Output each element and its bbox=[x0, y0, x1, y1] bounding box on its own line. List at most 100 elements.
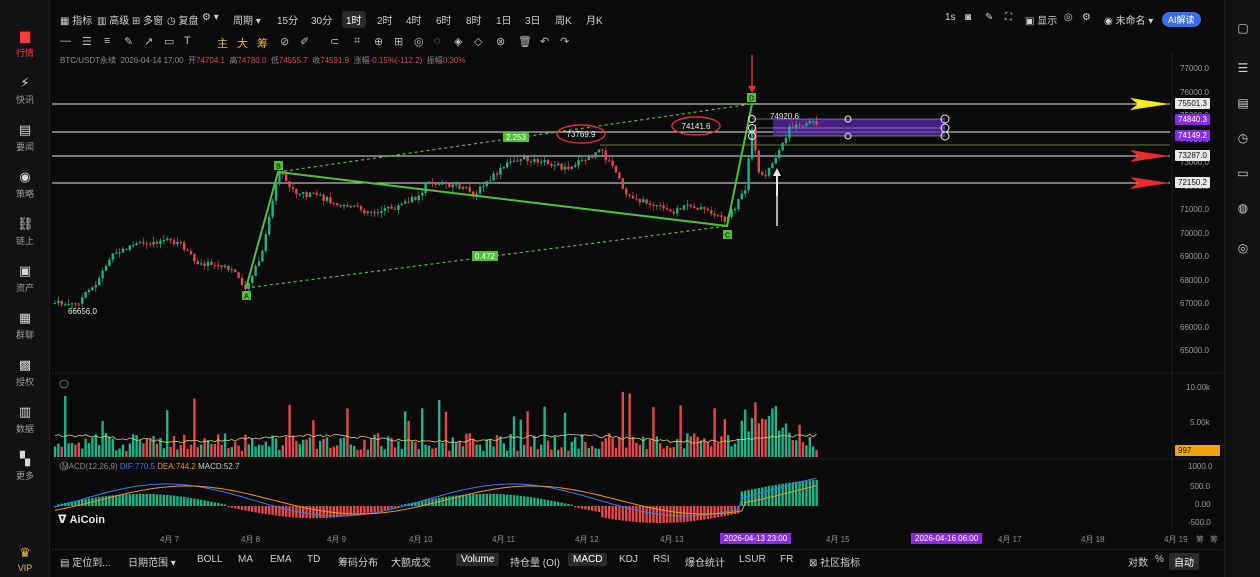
rect-tool-icon[interactable]: ▭ bbox=[164, 36, 175, 48]
indicator-ema[interactable]: EMA bbox=[270, 554, 292, 565]
indicator-big-trades[interactable]: 大额成交 bbox=[391, 558, 431, 569]
drawing-toolbar: — ☰ ≡ ✎ ↗ ▭ T 主 大 筹 ⊘ ✐ ⊂ ⌗ ⊕ ⊞ ◎ ◌ ◈ ◇ … bbox=[52, 33, 1172, 51]
volume-tag: 997 bbox=[1175, 445, 1220, 456]
undo-icon[interactable]: ↶ bbox=[540, 36, 550, 48]
indicator-ma[interactable]: MA bbox=[238, 554, 253, 565]
x-axis-chip-1[interactable]: 筹 bbox=[1196, 535, 1204, 544]
sidebar-item-data[interactable]: ▥ 数据 bbox=[15, 404, 34, 434]
layout-dropdown[interactable]: ◉ 未命名 ▾ bbox=[1104, 16, 1154, 27]
news-icon: ▤ bbox=[18, 122, 32, 137]
x-axis-chip-2[interactable]: 筹 bbox=[1210, 535, 1218, 544]
target-icon[interactable]: ◎ bbox=[1064, 12, 1073, 23]
link-icon[interactable]: ⊂ bbox=[330, 36, 340, 48]
sidebar-item-news[interactable]: ▤ 要闻 bbox=[15, 122, 34, 152]
price-axis-tick: 73000.0 bbox=[1180, 158, 1209, 167]
interval-2h[interactable]: 2时 bbox=[377, 16, 393, 27]
redo-icon[interactable]: ↷ bbox=[560, 36, 570, 48]
settings-icon[interactable]: ⚙ ▾ bbox=[202, 12, 219, 23]
magnet-icon[interactable]: ⊘ bbox=[280, 36, 290, 48]
interval-1h[interactable]: 1时 bbox=[342, 11, 366, 28]
hline-tool-icon[interactable]: ☰ bbox=[82, 36, 92, 48]
interval-30m[interactable]: 30分 bbox=[311, 16, 333, 27]
sidebar-item-groupchat[interactable]: ▦ 群聊 bbox=[15, 310, 34, 340]
pen-tool-icon[interactable]: ✎ bbox=[124, 36, 134, 48]
sidebar-item-onchain[interactable]: ⛓ 链上 bbox=[15, 216, 34, 246]
share-icon[interactable]: ◎ bbox=[1237, 241, 1249, 255]
indicator-oi[interactable]: 持仓量 (OI) bbox=[510, 558, 560, 569]
brush-icon[interactable]: ✐ bbox=[300, 36, 310, 48]
x-crosshair-tag-2: 2026-04-16 06:00 bbox=[911, 533, 983, 544]
stack-icon[interactable]: ◈ bbox=[454, 36, 463, 48]
sidebar-item-market[interactable]: ▆ 行情 bbox=[15, 28, 34, 58]
measure-icon[interactable]: ⌗ bbox=[354, 35, 361, 47]
sidebar-item-assets[interactable]: ▣ 资产 bbox=[15, 263, 34, 293]
text-tool-icon[interactable]: T bbox=[184, 35, 191, 47]
interval-month[interactable]: 月K bbox=[586, 16, 603, 27]
trash-icon[interactable]: 🗑 bbox=[518, 36, 532, 48]
aicoin-logo: ᐁ AiCoin bbox=[58, 514, 106, 526]
date-range-dropdown[interactable]: 日期范围 ▾ bbox=[128, 558, 176, 569]
lock-icon[interactable]: ⊞ bbox=[394, 36, 404, 48]
camera-icon[interactable]: ◙ bbox=[965, 12, 972, 23]
indicator-boll[interactable]: BOLL bbox=[197, 554, 223, 565]
x-crosshair-tag-1: 2026-04-13 23:00 bbox=[720, 533, 792, 544]
x-tick-apr15: 4月 15 bbox=[826, 535, 850, 544]
ray-tool-icon[interactable]: ↗ bbox=[144, 36, 154, 48]
auto-scale-toggle[interactable]: 自动 bbox=[1169, 553, 1199, 570]
advanced-button[interactable]: ▥ 高级 bbox=[97, 16, 130, 27]
main-chip[interactable]: 主 bbox=[217, 38, 228, 50]
list-icon[interactable]: ☰ bbox=[1237, 61, 1249, 75]
interval-15m[interactable]: 15分 bbox=[277, 16, 299, 27]
edit-icon[interactable]: ✎ bbox=[985, 12, 994, 23]
indicator-lsur[interactable]: LSUR bbox=[739, 554, 766, 565]
indicator-td[interactable]: TD bbox=[307, 554, 321, 565]
interval-3d[interactable]: 3日 bbox=[525, 16, 541, 27]
layers-icon[interactable]: ▭ bbox=[1237, 166, 1249, 180]
x-tick-apr13: 4月 13 bbox=[660, 535, 684, 544]
robot-icon[interactable]: ◍ bbox=[1237, 201, 1249, 215]
seconds-button[interactable]: 1s bbox=[945, 12, 956, 23]
sidebar-item-more[interactable]: ▚ 更多 bbox=[15, 451, 34, 481]
channel-tool-icon[interactable]: ≡ bbox=[104, 35, 111, 47]
indicator-rsi[interactable]: RSI bbox=[653, 554, 670, 565]
settings-icon[interactable]: ⚙ bbox=[1082, 12, 1091, 23]
zoom-icon[interactable]: ⊕ bbox=[374, 36, 384, 48]
replay-button[interactable]: ◷ 复盘 bbox=[167, 16, 199, 27]
clock-icon[interactable]: ◷ bbox=[1237, 131, 1249, 145]
x-tick-apr18: 4月 18 bbox=[1081, 535, 1105, 544]
interval-4h[interactable]: 4时 bbox=[406, 16, 422, 27]
sidebar-item-newsflash[interactable]: ⚡ 快讯 bbox=[15, 75, 34, 105]
interval-8h[interactable]: 8时 bbox=[466, 16, 482, 27]
eye-off-icon[interactable]: ◌ bbox=[434, 35, 441, 47]
interval-6h[interactable]: 6时 bbox=[436, 16, 452, 27]
indicator-kdj[interactable]: KDJ bbox=[619, 554, 638, 565]
interval-1d[interactable]: 1日 bbox=[496, 16, 512, 27]
display-button[interactable]: ▣ 显示 bbox=[1025, 16, 1058, 27]
log-scale-toggle[interactable]: 对数 bbox=[1128, 558, 1148, 569]
period-dropdown[interactable]: 周期 ▾ bbox=[233, 16, 261, 27]
layers-icon[interactable]: ◇ bbox=[474, 36, 483, 48]
big-chip[interactable]: 大 bbox=[237, 38, 248, 50]
sidebar-item-strategy[interactable]: ◉ 策略 bbox=[15, 169, 34, 199]
indicator-fr[interactable]: FR bbox=[780, 554, 794, 565]
interval-week[interactable]: 周K bbox=[555, 16, 572, 27]
indicator-chip-dist[interactable]: 筹码分布 bbox=[338, 558, 378, 569]
percent-scale-toggle[interactable]: % bbox=[1155, 554, 1164, 565]
indicator-button[interactable]: ▦ 指标 bbox=[60, 16, 93, 27]
trade-icon[interactable]: ▤ bbox=[1237, 96, 1249, 110]
cursor-icon[interactable]: ⊗ bbox=[496, 36, 506, 48]
document-icon[interactable]: ▢ bbox=[1237, 21, 1249, 35]
multi-window-button[interactable]: ⊞ 多窗 bbox=[132, 16, 164, 27]
line-tool-icon[interactable]: — bbox=[60, 35, 71, 47]
ai-interpret-button[interactable]: AI解读 bbox=[1162, 12, 1201, 27]
eye-icon[interactable]: ◎ bbox=[414, 36, 424, 48]
fullscreen-icon[interactable]: ⛶ bbox=[1005, 12, 1012, 23]
locate-button[interactable]: ▤ 定位到... bbox=[60, 558, 111, 569]
indicator-volume[interactable]: Volume bbox=[456, 553, 500, 566]
indicator-macd[interactable]: MACD bbox=[568, 553, 608, 566]
indicator-community[interactable]: ⊠ 社区指标 bbox=[809, 558, 861, 569]
sidebar-item-vip[interactable]: ♛ VIP bbox=[17, 545, 33, 573]
chip-tool[interactable]: 筹 bbox=[257, 38, 268, 50]
sidebar-item-authorize[interactable]: ▩ 授权 bbox=[15, 357, 34, 387]
indicator-liquidation[interactable]: 爆仓统计 bbox=[685, 558, 725, 569]
